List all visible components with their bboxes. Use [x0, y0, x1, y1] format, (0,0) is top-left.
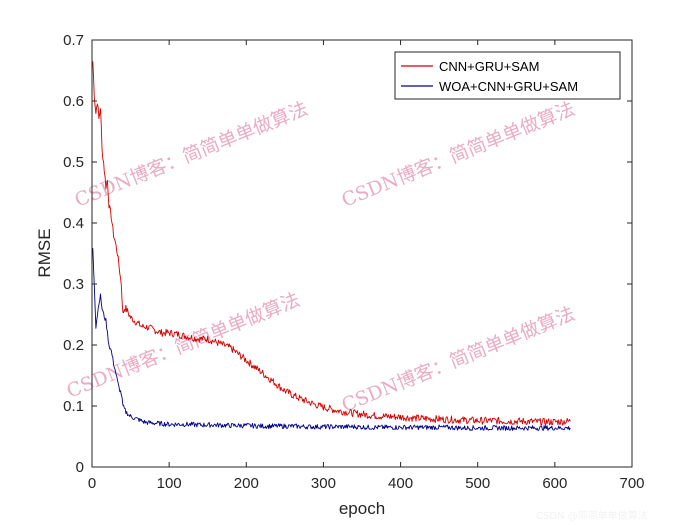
axes-box	[91, 39, 633, 468]
y-tick-label: 0.6	[63, 93, 84, 110]
y-tick-label: 0.3	[63, 276, 84, 293]
legend-label-series-2: WOA+CNN+GRU+SAM	[439, 79, 578, 94]
x-tick-label: 100	[157, 475, 182, 492]
x-tick-label: 400	[388, 475, 413, 492]
y-tick-label: 0.5	[63, 154, 84, 171]
series-layer	[92, 61, 571, 431]
footer-sub-text: CSDN @简简单单做算法	[536, 509, 648, 522]
tick-layer: 0 100 200 300 400 500 600 700 0 0.1 0.2 0.3 0.4 0.5 0.…	[63, 32, 644, 492]
footer-main-text: 掘金技术社区 @ 简简单单做算法	[412, 488, 661, 508]
x-tick-label: 200	[234, 475, 259, 492]
y-tick-label: 0.1	[63, 398, 84, 415]
plot-area	[92, 40, 632, 467]
x-tick-label: 500	[465, 475, 490, 492]
y-tick-label: 0.2	[63, 337, 84, 354]
x-axis-label: epoch	[339, 499, 385, 518]
y-tick-label: 0.7	[63, 32, 84, 49]
x-tick-label: 300	[311, 475, 336, 492]
legend-label-series-1: CNN+GRU+SAM	[439, 59, 539, 74]
legend-box	[394, 51, 621, 100]
series-line-1	[92, 61, 571, 426]
x-tick-label: 600	[542, 475, 567, 492]
y-tick-label: 0.4	[63, 215, 84, 232]
series-line-2	[92, 248, 571, 431]
footer-watermark: 掘金技术社区 @ 简简单单做算法 CSDN @简简单单做算法	[412, 488, 661, 522]
x-tick-label: 0	[88, 475, 96, 492]
legend: CNN+GRU+SAM WOA+CNN+GRU+SAM	[394, 51, 621, 100]
y-axis-label: RMSE	[35, 228, 54, 277]
y-tick-label: 0	[76, 459, 84, 476]
x-tick-label: 700	[619, 475, 644, 492]
